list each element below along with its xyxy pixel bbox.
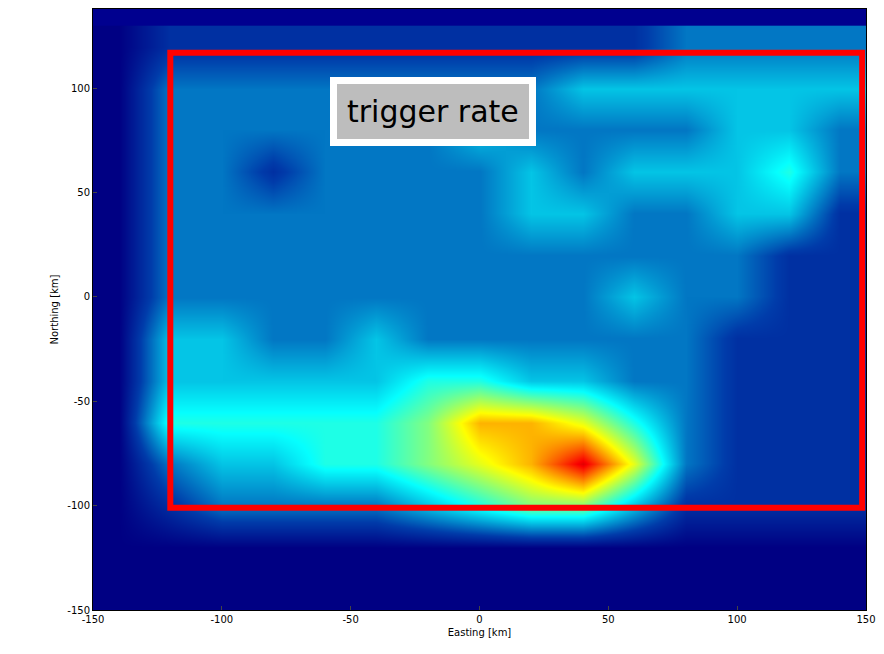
svg-text:0: 0 [476, 614, 482, 625]
svg-text:-150: -150 [82, 614, 105, 625]
svg-text:-100: -100 [67, 500, 90, 511]
svg-text:-50: -50 [74, 396, 90, 407]
svg-text:Easting [km]: Easting [km] [448, 627, 512, 638]
svg-text:150: 150 [856, 614, 875, 625]
svg-text:-100: -100 [210, 614, 233, 625]
svg-text:50: 50 [77, 187, 90, 198]
svg-text:0: 0 [84, 291, 90, 302]
svg-text:-50: -50 [342, 614, 358, 625]
svg-text:100: 100 [71, 83, 90, 94]
svg-text:50: 50 [602, 614, 615, 625]
svg-text:100: 100 [728, 614, 747, 625]
svg-text:trigger rate: trigger rate [347, 94, 519, 129]
svg-text:-150: -150 [67, 605, 90, 616]
svg-text:Northing [km]: Northing [km] [49, 274, 60, 344]
